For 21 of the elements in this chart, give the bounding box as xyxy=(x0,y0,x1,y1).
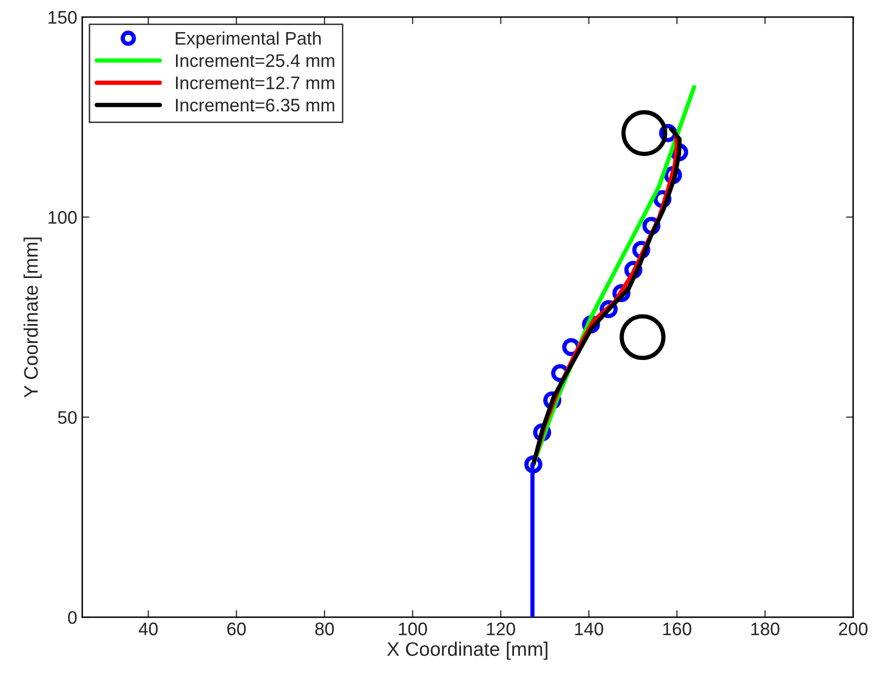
x-tick-label: 120 xyxy=(487,622,516,636)
legend-label: Experimental Path xyxy=(176,31,321,48)
y-tick-label: 150 xyxy=(48,10,77,24)
x-tick-label: 160 xyxy=(663,622,692,636)
y-axis-title: Y Coordinate [mm] xyxy=(24,238,42,398)
y-tick-label: 100 xyxy=(48,211,77,224)
legend-label: Increment=12.7 mm xyxy=(176,76,334,90)
y-tick-label: 0 xyxy=(68,611,77,624)
legend-label: Increment=6.35 mm xyxy=(176,98,334,112)
point xyxy=(621,110,668,156)
x-tick-label: 140 xyxy=(575,622,604,636)
x-tick-label: 100 xyxy=(398,622,427,636)
x-tick-label: 80 xyxy=(315,622,334,636)
y-tick-label: 50 xyxy=(58,411,77,424)
x-tick-label: 60 xyxy=(227,622,246,636)
x-tick-label: 40 xyxy=(138,622,158,636)
point xyxy=(620,314,666,360)
x-tick-label: 200 xyxy=(838,622,868,636)
x-tick-label: 180 xyxy=(751,622,780,636)
x-axis-title: X Coordinate [mm] xyxy=(387,642,548,660)
legend-label: Increment=25.4 mm xyxy=(176,54,334,68)
